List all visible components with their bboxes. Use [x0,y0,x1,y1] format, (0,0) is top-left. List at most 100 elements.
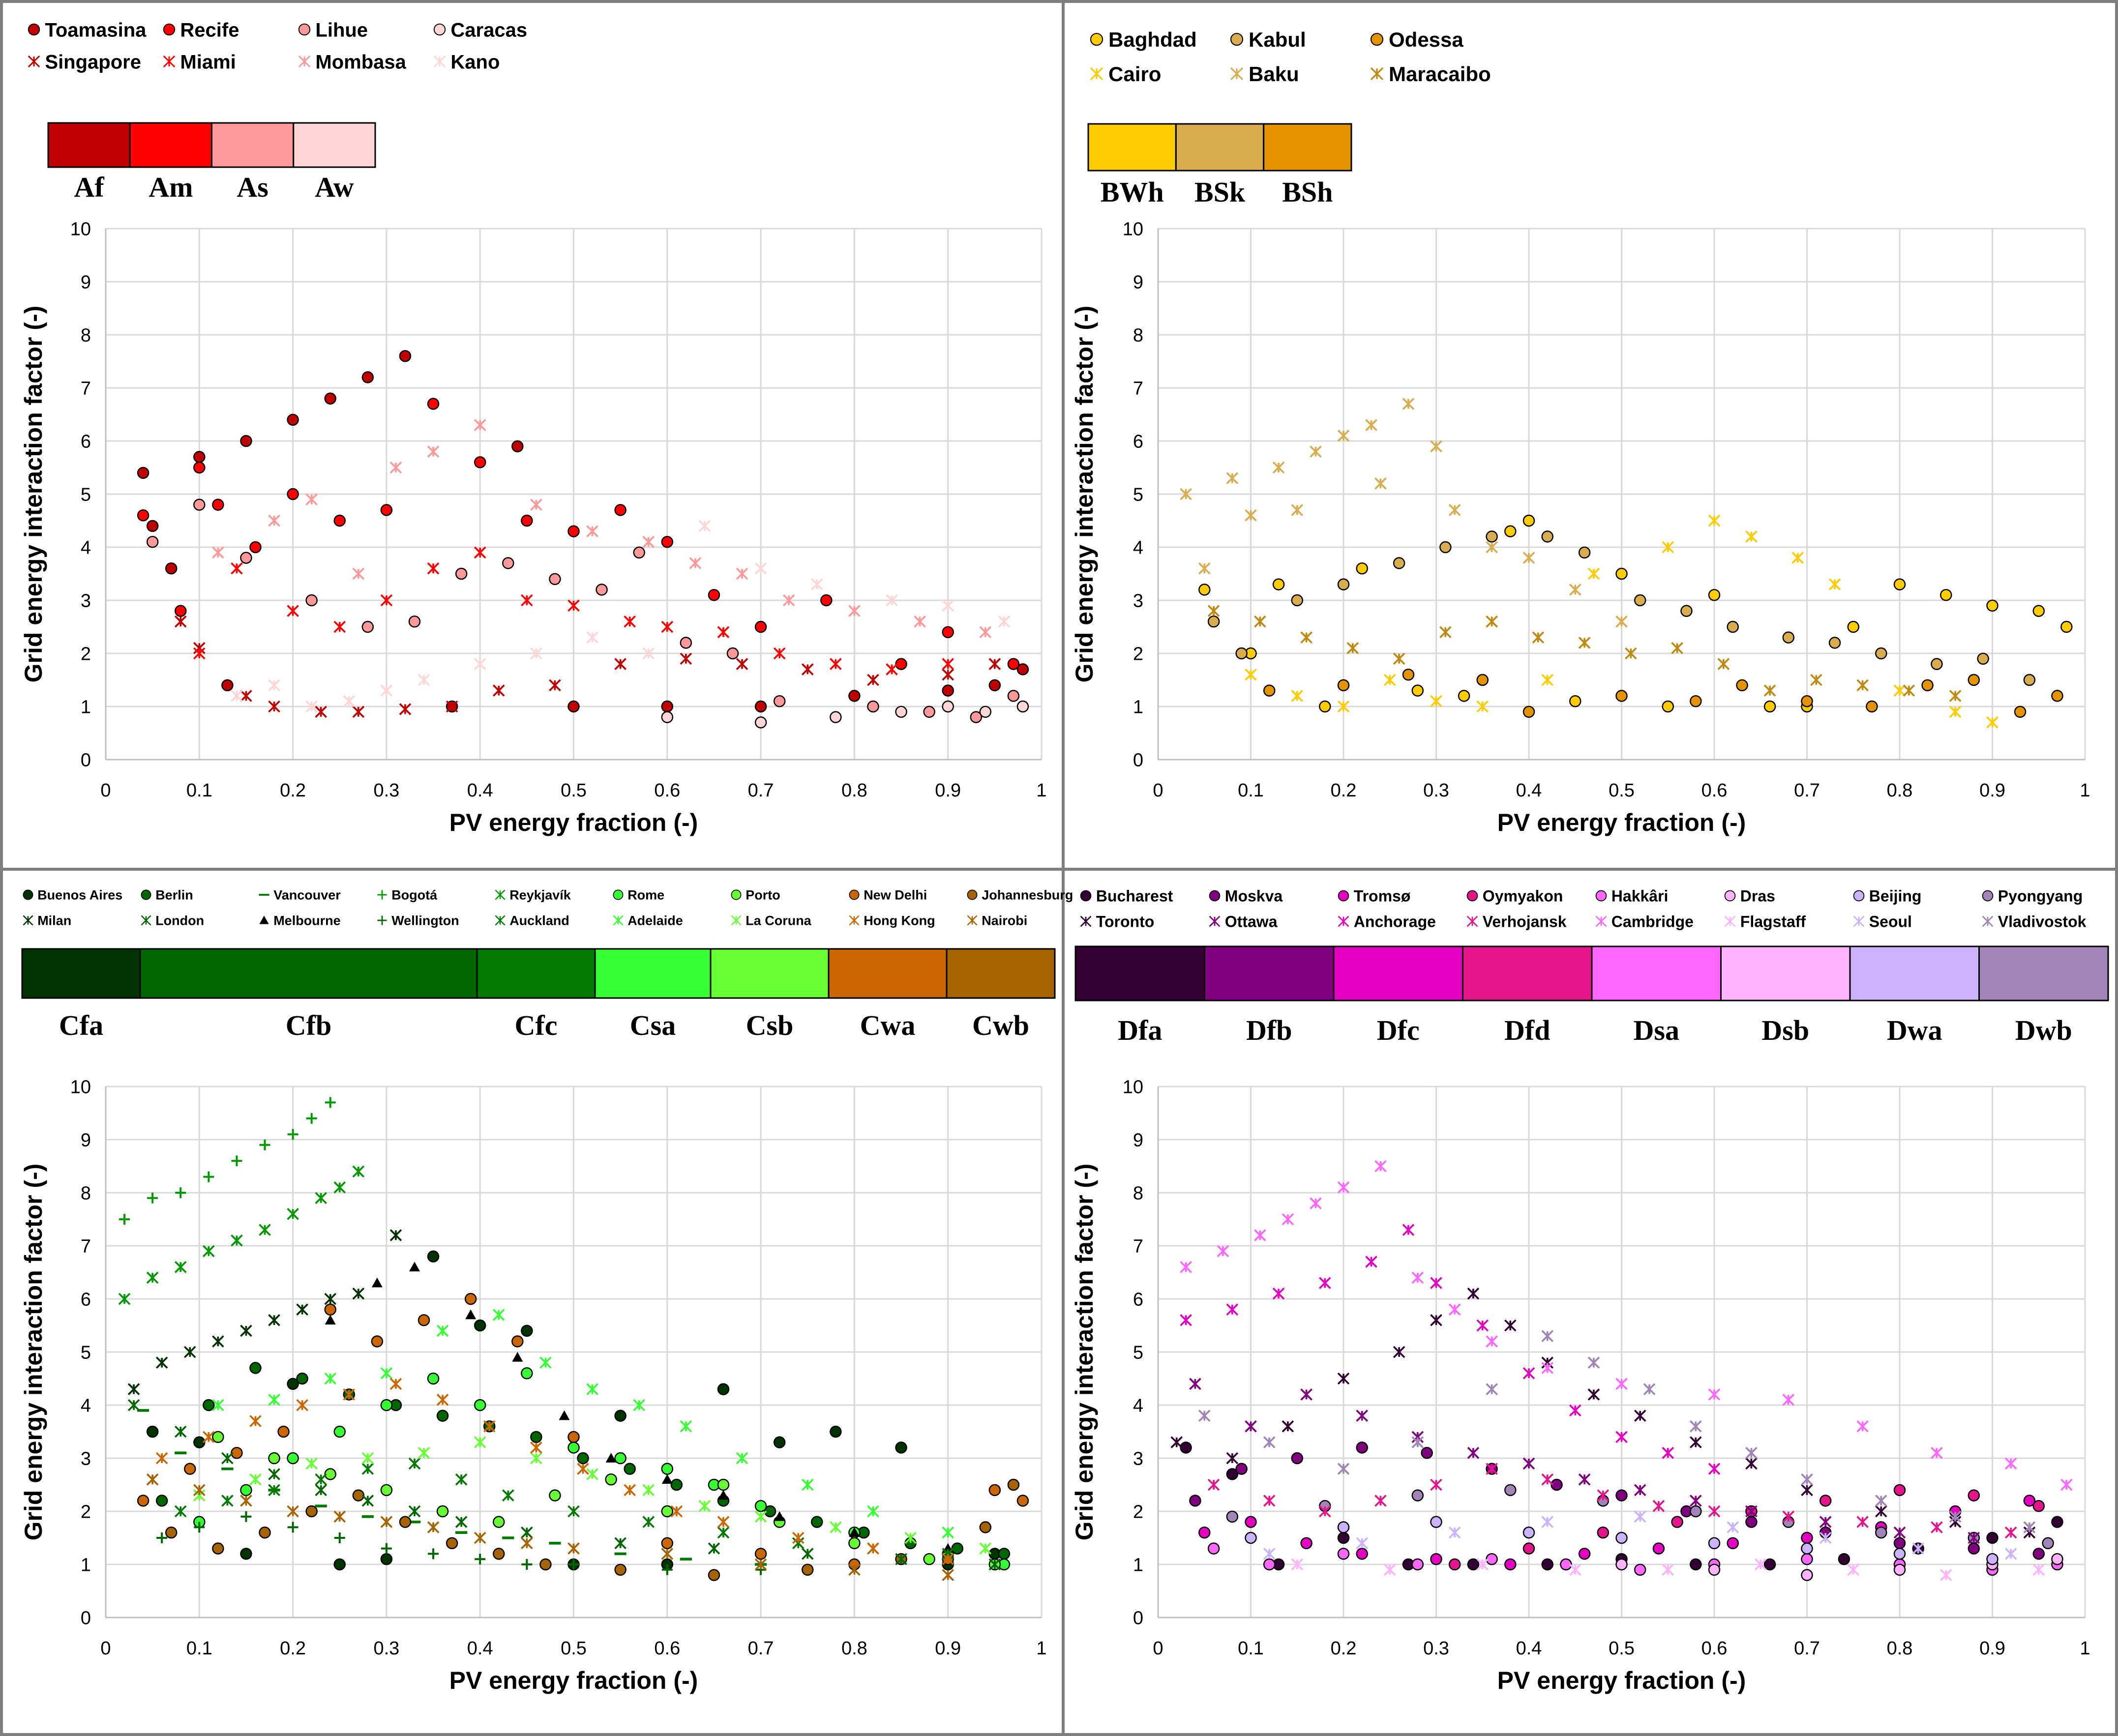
data-point-moskva [1551,1478,1563,1491]
data-point-caracas [942,700,954,713]
data-point-london [455,1516,468,1528]
data-point-toronto [1170,1436,1183,1448]
data-point-wellington [475,1554,486,1565]
data-point-milan [324,1293,337,1305]
data-point-maracaibo [1532,631,1545,644]
data-point-hong-kong [203,1431,215,1443]
data-point-bogota [147,1192,158,1204]
data-point-new-delhi [1016,1495,1029,1507]
data-point-recife [661,535,674,548]
data-point-miami [474,546,486,559]
data-point-melbourne [371,1277,383,1288]
y-tick-label: 3 [1133,590,1143,611]
data-point-berlin [296,1372,308,1385]
data-point-porto [380,1484,393,1497]
data-point-kabul [1439,541,1452,554]
legend: Baghdad Kabul Odessa Cairo Baku Maracaibo [1090,28,1491,86]
data-point-maracaibo [1393,652,1405,665]
y-tick-label: 10 [70,219,91,239]
data-point-flagstaff [1291,1558,1304,1571]
legend-label-troms: Tromsø [1354,887,1411,905]
y-tick-label: 8 [1133,325,1143,346]
data-point-auckland [502,1489,514,1501]
legend-label-reykjavik: Reykjavík [509,888,571,903]
data-point-wellington [156,1532,168,1543]
legend-label-caracas: Caracas [450,19,527,41]
data-point-anchorage [1402,1224,1415,1236]
data-point-anchorage [1662,1446,1674,1459]
data-point-buenos-aires [830,1425,842,1438]
data-point-troms [1356,1548,1368,1560]
climate-band-cwb [946,948,1056,999]
legend-label-moskva: Moskva [1225,887,1283,905]
data-point-bucharest [1763,1558,1776,1571]
data-point-dras [1708,1563,1721,1576]
data-point-baghdad [1504,525,1517,537]
data-point-troms [2023,1495,2036,1507]
data-point-kano [642,647,655,660]
data-point-london [614,1537,626,1550]
data-point-hong-kong [155,1452,168,1465]
data-point-recife [333,514,346,527]
data-point-baku [1374,477,1387,490]
data-point-cambridge [1180,1261,1192,1273]
data-point-toamasina [567,700,580,713]
data-point-kabul [1235,647,1248,660]
data-point-mombasa [212,546,224,559]
climate-band-bar: BWh BSk BSh [1087,123,1352,208]
legend-marker-toronto [1080,915,1092,927]
y-axis-title: Grid energy interaction factor (-) [1071,1164,1098,1541]
climate-band-label-af: Af [74,171,105,203]
legend-marker-nairobi [967,915,978,926]
legend-label-porto: Porto [746,888,780,903]
data-point-ottawa [1968,1531,1980,1544]
data-point-caracas [895,706,907,718]
data-point-vladivostok [1411,1436,1424,1448]
data-point-maracaibo [1717,658,1730,670]
data-point-reykjavik [259,1224,271,1236]
data-point-baku [1310,445,1322,458]
data-point-oymyakon [2032,1500,2045,1512]
legend-label-vancouver: Vancouver [273,888,341,903]
data-point-singapore [680,652,692,665]
x-axis-title: PV energy fraction (-) [1497,1667,1746,1694]
x-tick-label: 0.5 [561,780,587,801]
data-point-troms [1801,1531,1813,1544]
data-point-anchorage [1522,1367,1535,1380]
legend-label-new-delhi: New Delhi [864,888,927,903]
legend-label-adelaide: Adelaide [627,913,683,928]
legend-marker-baku [1230,67,1244,81]
data-point-milan [212,1335,224,1348]
data-point-la-coruna [979,1542,992,1555]
data-point-lihue [146,535,159,548]
data-point-buenos-aires [427,1250,440,1263]
climate-band-label-bsk: BSk [1194,176,1246,208]
data-point-baku [1291,504,1304,516]
legend-marker-flagstaff [1724,915,1736,927]
y-tick-label: 3 [81,1448,91,1469]
x-tick-label: 0.1 [1238,1638,1264,1659]
data-point-hong-kong [483,1420,496,1433]
climate-band-label-cwb: Cwb [972,1009,1029,1041]
x-tick-label: 0.7 [748,780,774,801]
data-point-adelaide [586,1383,598,1395]
data-point-new-delhi [511,1335,524,1348]
data-point-mombasa [642,535,655,548]
data-point-bucharest [1690,1558,1702,1571]
data-point-toamasina [942,684,954,697]
climate-band-label-aw: Aw [315,171,354,203]
data-point-nairobi [193,1484,206,1497]
data-point-auckland [408,1457,421,1470]
data-point-singapore [399,703,412,715]
data-point-buenos-aires [614,1410,626,1422]
data-point-seoul [1448,1526,1461,1539]
data-point-moskva [1421,1446,1433,1459]
data-point-johannesburg [212,1542,224,1555]
climate-band-label-as: As [237,171,268,203]
data-point-kabul [1337,578,1350,590]
data-point-miami [717,626,730,639]
data-point-beijing [1615,1531,1628,1544]
data-point-singapore [446,700,458,713]
data-point-rome [380,1399,393,1412]
data-point-miami [773,647,786,660]
